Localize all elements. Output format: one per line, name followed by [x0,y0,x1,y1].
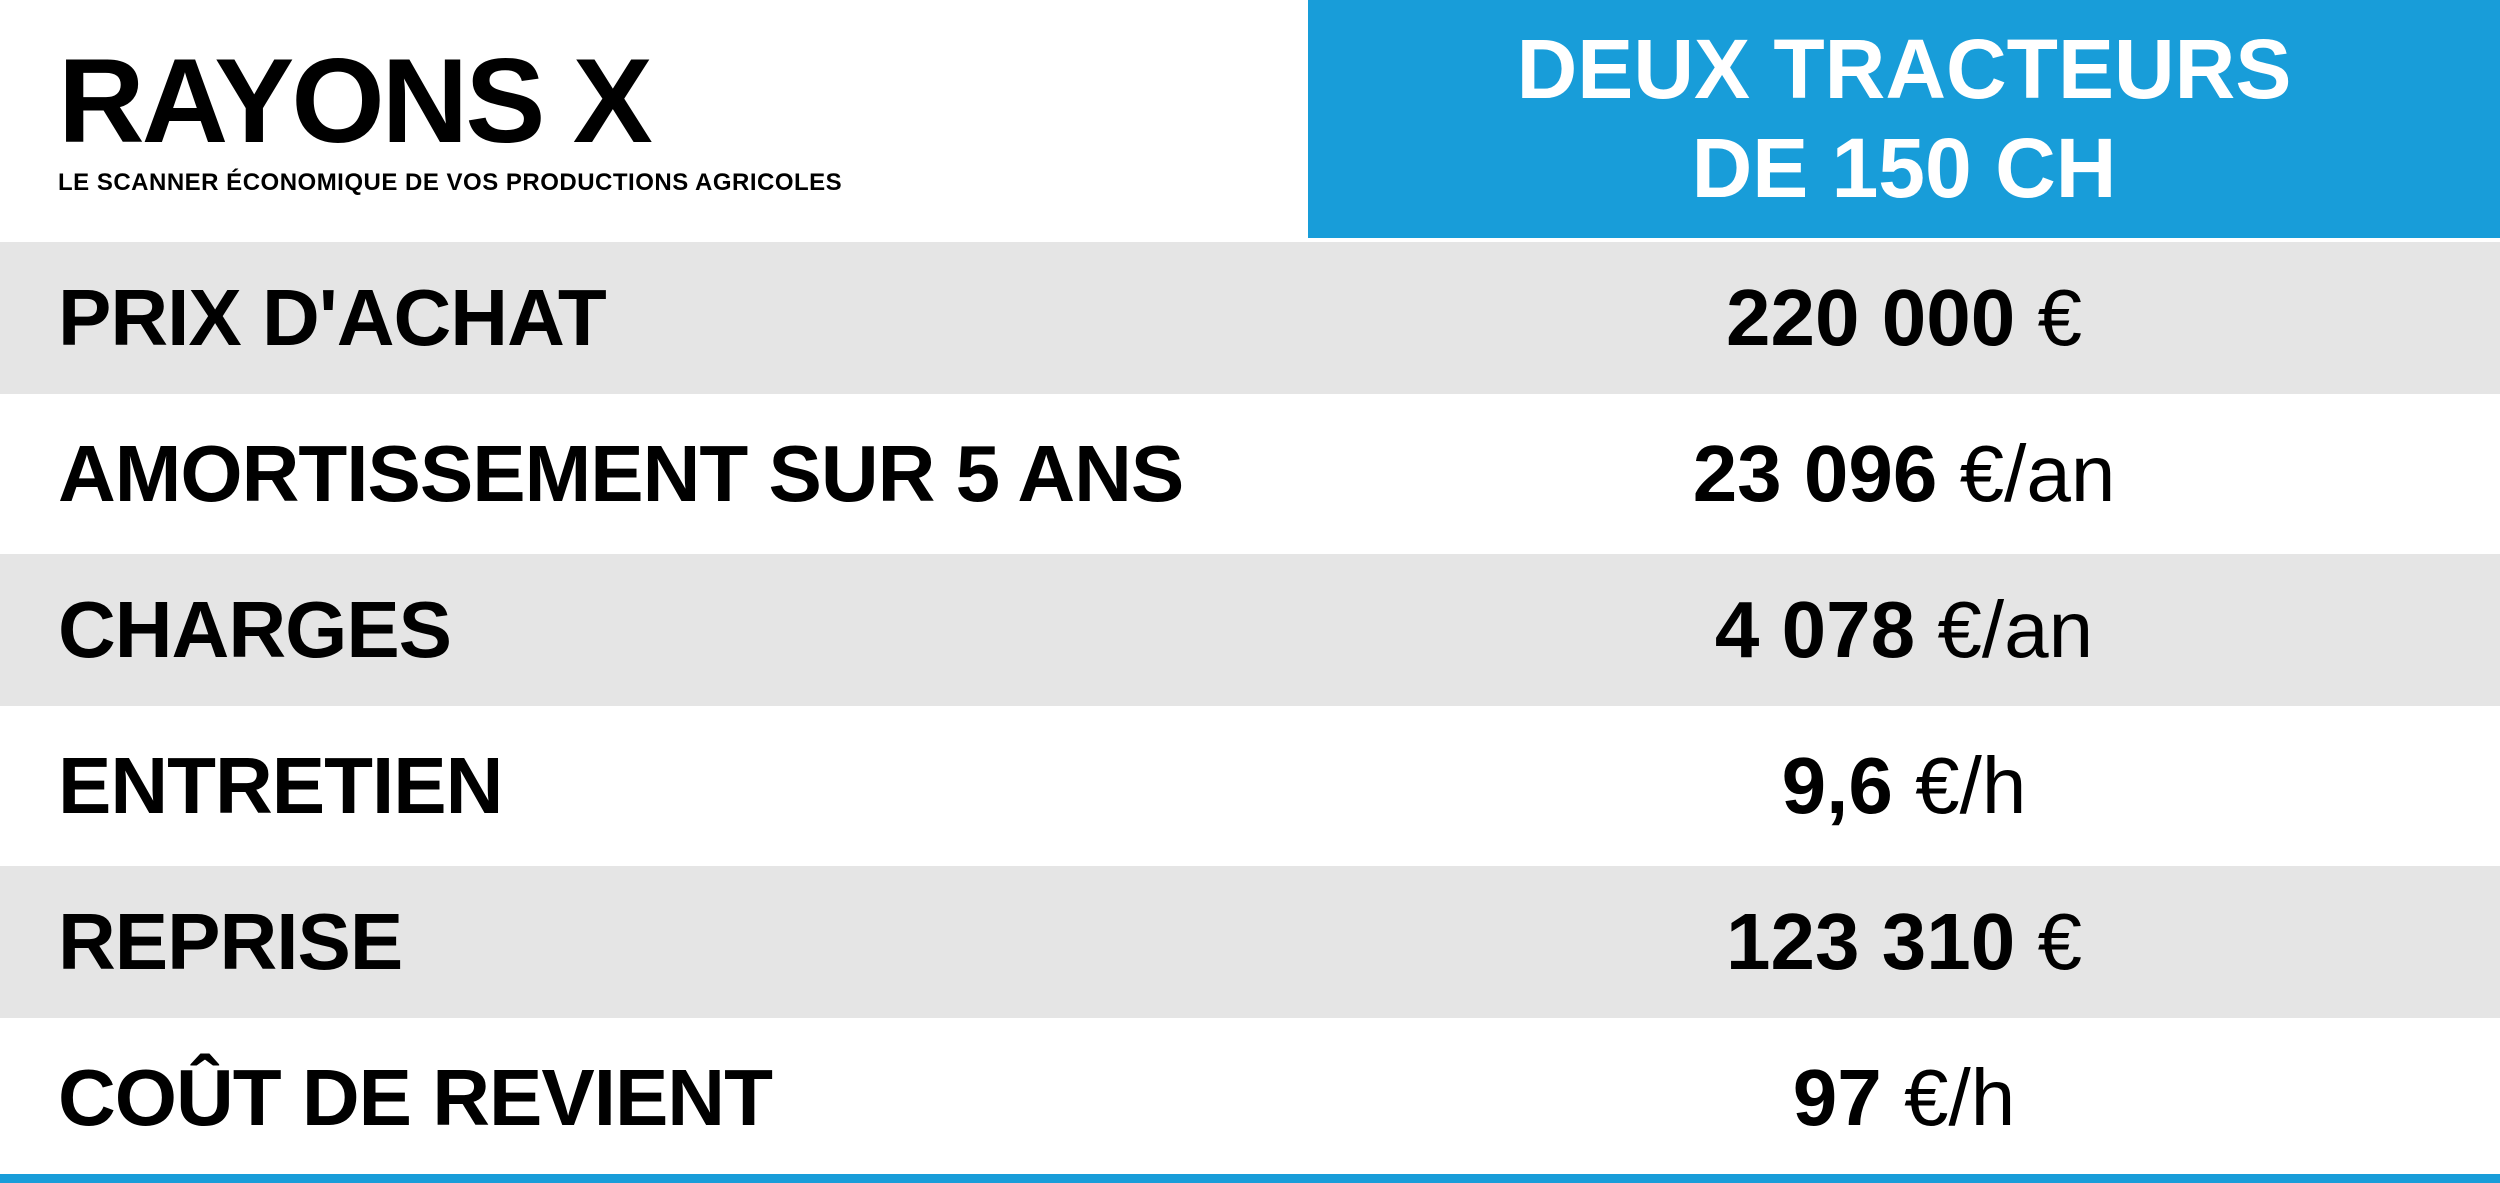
row-label: REPRISE [58,896,402,988]
logo-subtitle: LE SCANNER ÉCONOMIQUE DE VOS PRODUCTIONS… [58,169,842,197]
logo-title: RAYONS X [58,41,842,161]
row-unit: €/h [1893,741,2026,830]
row-value-cell: 9,6 €/h [1308,710,2500,862]
row-number: 4 078 [1715,585,1915,674]
row-value-cell: 23 096 €/an [1308,398,2500,550]
table-row: AMORTISSEMENT SUR 5 ANS 23 096 €/an [0,398,2500,550]
row-label-cell: ENTRETIEN [0,710,1308,862]
table-row: CHARGES 4 078 €/an [0,554,2500,706]
row-unit: €/an [1915,585,2093,674]
row-value: 23 096 €/an [1693,428,2116,520]
column-header-text: DEUX TRACTEURS DE 150 CH [1517,20,2292,218]
row-label-cell: AMORTISSEMENT SUR 5 ANS [0,398,1308,550]
row-unit: € [2015,273,2082,362]
row-label-cell: COÛT DE REVIENT [0,1022,1308,1174]
row-value: 123 310 € [1726,896,2082,988]
row-value-cell: 123 310 € [1308,866,2500,1018]
row-label-cell: PRIX D'ACHAT [0,242,1308,394]
row-number: 23 096 [1693,429,1938,518]
row-number: 9,6 [1782,741,1893,830]
row-value: 220 000 € [1726,272,2082,364]
row-number: 220 000 [1726,273,2015,362]
table-row: ENTRETIEN 9,6 €/h [0,710,2500,862]
row-number: 97 [1793,1053,1882,1142]
table-row: PRIX D'ACHAT 220 000 € [0,242,2500,394]
row-value: 4 078 €/an [1715,584,2093,676]
row-label-cell: CHARGES [0,554,1308,706]
row-number: 123 310 [1726,897,2015,986]
row-label: PRIX D'ACHAT [58,272,606,364]
bottom-rule [0,1174,2500,1183]
row-value: 97 €/h [1793,1052,2015,1144]
row-label: COÛT DE REVIENT [58,1052,772,1144]
logo-cell: RAYONS X LE SCANNER ÉCONOMIQUE DE VOS PR… [0,0,1308,238]
row-value: 9,6 €/h [1782,740,2027,832]
row-label-cell: REPRISE [0,866,1308,1018]
pricing-table: RAYONS X LE SCANNER ÉCONOMIQUE DE VOS PR… [0,0,2500,1183]
row-unit: €/h [1882,1053,2015,1142]
row-label: CHARGES [58,584,451,676]
row-value-cell: 4 078 €/an [1308,554,2500,706]
column-header-line2: DE 150 CH [1692,121,2117,215]
logo-block: RAYONS X LE SCANNER ÉCONOMIQUE DE VOS PR… [58,41,842,197]
row-label: AMORTISSEMENT SUR 5 ANS [58,428,1183,520]
column-header-line1: DEUX TRACTEURS [1517,22,2292,116]
row-unit: € [2015,897,2082,986]
row-value-cell: 220 000 € [1308,242,2500,394]
column-header: DEUX TRACTEURS DE 150 CH [1308,0,2500,238]
row-unit: €/an [1937,429,2115,518]
table-row: COÛT DE REVIENT 97 €/h [0,1022,2500,1174]
table-row: REPRISE 123 310 € [0,866,2500,1018]
header-row: RAYONS X LE SCANNER ÉCONOMIQUE DE VOS PR… [0,0,2500,238]
row-value-cell: 97 €/h [1308,1022,2500,1174]
row-label: ENTRETIEN [58,740,502,832]
